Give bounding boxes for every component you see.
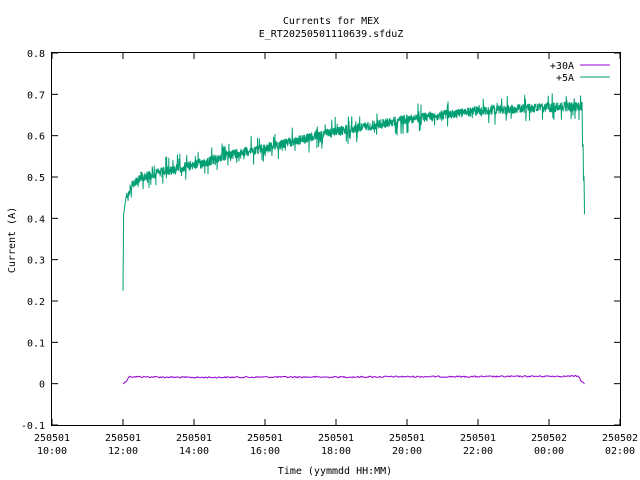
x-axis-label: Time (yymmdd HH:MM): [278, 466, 392, 477]
x-tick-label-date: 250501: [176, 433, 212, 444]
chart-subtitle: E_RT20250501110639.sfduZ: [259, 29, 404, 40]
series-line-plus-5a: [122, 93, 585, 291]
x-tick-label-date: 250501: [460, 433, 496, 444]
legend-label: +30A: [550, 61, 574, 72]
x-tick-label-time: 14:00: [179, 446, 209, 457]
y-tick-label: -0.1: [21, 421, 45, 432]
x-tick-label-time: 02:00: [605, 446, 635, 457]
y-axis-label: Current (A): [7, 207, 18, 273]
series-line-plus-30a: [122, 375, 585, 385]
y-tick-label: 0.6: [27, 132, 45, 143]
y-tick-label: 0.2: [27, 297, 45, 308]
y-tick-label: 0.7: [27, 90, 45, 101]
x-tick-label-time: 16:00: [250, 446, 280, 457]
x-tick-label-time: 18:00: [321, 446, 351, 457]
x-tick-label-time: 12:00: [108, 446, 138, 457]
y-tick-label: 0.5: [27, 173, 45, 184]
x-tick-label-date: 250501: [105, 433, 141, 444]
x-tick-label-date: 250502: [531, 433, 567, 444]
x-tick-label-time: 00:00: [534, 446, 564, 457]
plot-area: [122, 93, 585, 385]
legend-label: +5A: [556, 73, 574, 84]
plot-frame: [51, 52, 621, 426]
x-axis: 250501 10:00 250501 12:00 250501 14:00 250501 1…: [34, 53, 638, 457]
x-tick-label-time: 20:00: [392, 446, 422, 457]
y-tick-label: 0.3: [27, 256, 45, 267]
x-tick-label-date: 250501: [247, 433, 283, 444]
x-tick-label-date: 250501: [318, 433, 354, 444]
legend: +30A+5A: [550, 61, 610, 84]
chart-title: Currents for MEX: [283, 16, 379, 27]
y-tick-label: 0: [39, 380, 45, 391]
x-tick-label-date: 250501: [34, 433, 70, 444]
y-tick-label: 0.4: [27, 214, 45, 225]
x-tick-label-time: 10:00: [37, 446, 67, 457]
x-tick-label-date: 250501: [389, 433, 425, 444]
y-tick-label: 0.1: [27, 338, 45, 349]
x-tick-label-date: 250502: [602, 433, 638, 444]
x-tick-label-time: 22:00: [463, 446, 493, 457]
y-tick-label: 0.8: [27, 49, 45, 60]
